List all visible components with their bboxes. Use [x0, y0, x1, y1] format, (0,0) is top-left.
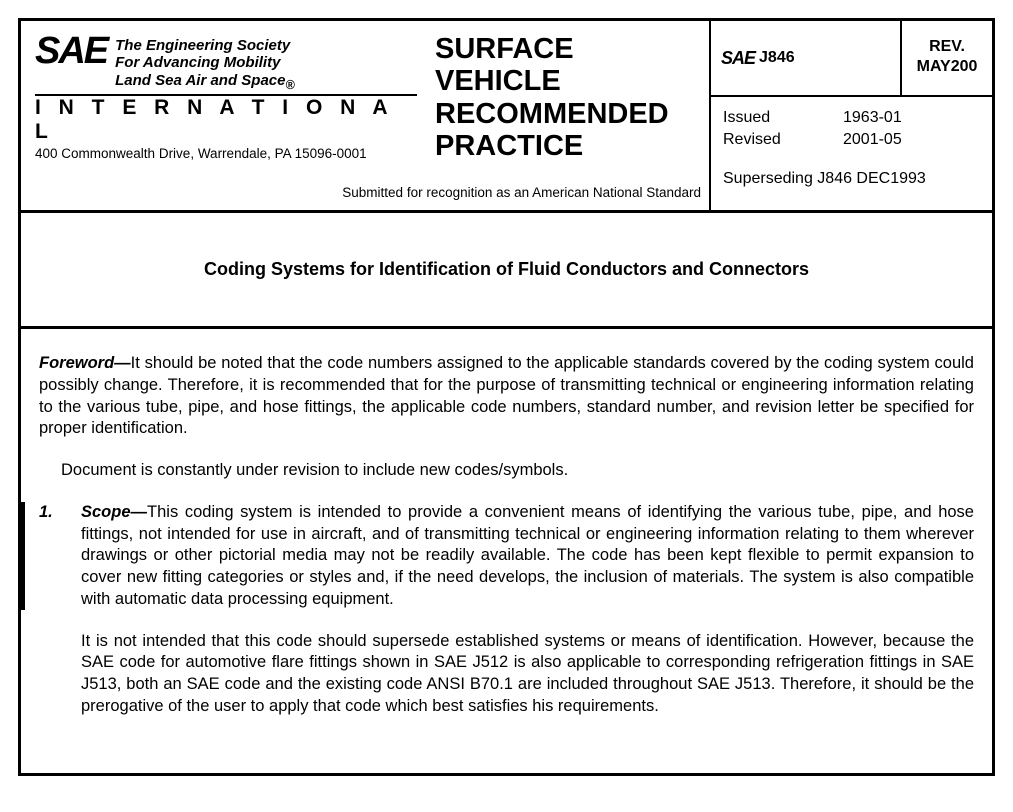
foreword-text: It should be noted that the code numbers…	[39, 354, 974, 437]
scope-number: 1.	[39, 502, 67, 718]
meta-dates: Issued 1963-01 Revised 2001-05 Supersedi…	[709, 97, 992, 210]
scope-text: Scope—This coding system is intended to …	[81, 502, 974, 718]
meta-top-row: SAE J846 REV. MAY200	[709, 21, 992, 97]
scope-lead: Scope—	[81, 503, 147, 521]
doc-number-cell: SAE J846	[709, 21, 900, 95]
foreword-paragraph: Foreword—It should be noted that the cod…	[39, 353, 974, 440]
meta-column: SAE J846 REV. MAY200 Issued 1963-01 Revi…	[709, 21, 992, 210]
sae-wordmark: SAE	[35, 35, 107, 67]
tagline-line: For Advancing Mobility	[115, 54, 295, 71]
document-title: Coding Systems for Identification of Flu…	[21, 213, 992, 329]
superseding-line: Superseding J846 DEC1993	[723, 168, 980, 190]
issued-line: Issued 1963-01	[723, 107, 980, 129]
rev-label: REV.	[902, 37, 992, 57]
scope-p1-text: This coding system is intended to provid…	[81, 503, 974, 608]
body-block: Foreword—It should be noted that the cod…	[21, 329, 992, 718]
revision-note: Document is constantly under revision to…	[39, 460, 974, 482]
scope-section: 1. Scope—This coding system is intended …	[39, 502, 974, 718]
doc-number: J846	[759, 49, 795, 67]
header-row: SAE The Engineering Society For Advancin…	[21, 21, 992, 213]
doc-type-line: VEHICLE	[435, 65, 701, 97]
document-page: SAE The Engineering Society For Advancin…	[18, 18, 995, 776]
registered-mark: ®	[285, 78, 294, 92]
revised-label: Revised	[723, 129, 843, 151]
submitted-note: Submitted for recognition as an American…	[285, 185, 701, 204]
revised-line: Revised 2001-05	[723, 129, 980, 151]
international-label: I N T E R N A T I O N A L	[35, 94, 417, 144]
sae-small-mark: SAE	[721, 48, 755, 69]
rev-date: MAY200	[902, 57, 992, 77]
scope-paragraph-2: It is not intended that this code should…	[81, 631, 974, 718]
tagline-line: The Engineering Society	[115, 37, 295, 54]
doc-type-line: RECOMMENDED	[435, 98, 701, 130]
org-address: 400 Commonwealth Drive, Warrendale, PA 1…	[35, 146, 417, 161]
change-bar-icon	[19, 502, 25, 610]
tagline: The Engineering Society For Advancing Mo…	[115, 35, 295, 92]
tagline-line: Land Sea Air and Space®	[115, 72, 295, 92]
doc-type-line: PRACTICE	[435, 130, 701, 162]
issued-date: 1963-01	[843, 107, 902, 129]
revised-date: 2001-05	[843, 129, 902, 151]
doc-type: SURFACE VEHICLE RECOMMENDED PRACTICE	[435, 33, 701, 163]
scope-paragraph-1: Scope—This coding system is intended to …	[81, 502, 974, 611]
org-block: SAE The Engineering Society For Advancin…	[21, 21, 427, 210]
doc-type-block: SURFACE VEHICLE RECOMMENDED PRACTICE Sub…	[427, 21, 709, 210]
sae-logo: SAE The Engineering Society For Advancin…	[35, 35, 417, 92]
foreword-lead: Foreword—	[39, 354, 131, 372]
revision-cell: REV. MAY200	[900, 21, 992, 95]
issued-label: Issued	[723, 107, 843, 129]
doc-type-line: SURFACE	[435, 33, 701, 65]
